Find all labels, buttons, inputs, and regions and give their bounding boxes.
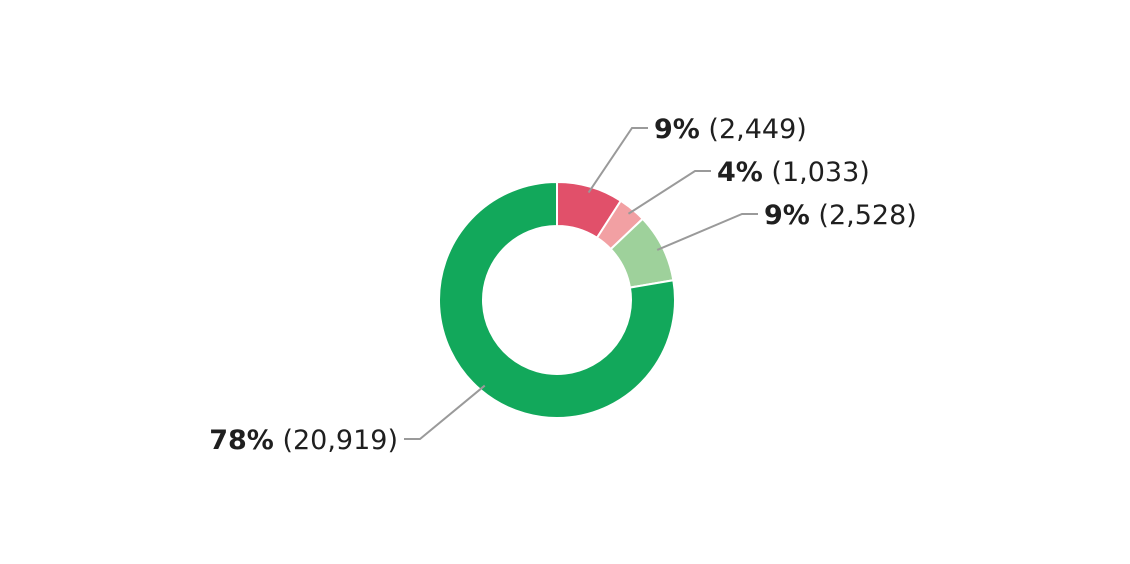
data-label-count-1: (1,033) (763, 157, 870, 188)
data-label-percent-3: 78% (209, 425, 274, 456)
data-label-percent-1: 4% (717, 157, 763, 188)
data-label-percent-0: 9% (654, 114, 700, 145)
data-label-percent-2: 9% (764, 200, 810, 231)
data-label-count-2: (2,528) (810, 200, 917, 231)
data-label-1: 4% (1,033) (717, 157, 870, 188)
data-label-3: 78% (20,919) (209, 425, 398, 456)
slices-group (438, 180, 676, 419)
leader-line-3 (404, 384, 486, 440)
data-labels-group: 9% (2,449) 4% (1,033) 9% (2,528) 78% (20,91… (209, 114, 917, 456)
data-label-0: 9% (2,449) (654, 114, 807, 145)
donut-slice-3 (438, 180, 676, 419)
leader-line-1 (627, 170, 711, 215)
leader-line-2 (656, 213, 758, 251)
leader-lines-group (404, 127, 758, 440)
data-label-count-3: (20,919) (274, 425, 398, 456)
leader-line-0 (587, 127, 648, 194)
data-label-count-0: (2,449) (700, 114, 807, 145)
data-label-2: 9% (2,528) (764, 200, 917, 231)
